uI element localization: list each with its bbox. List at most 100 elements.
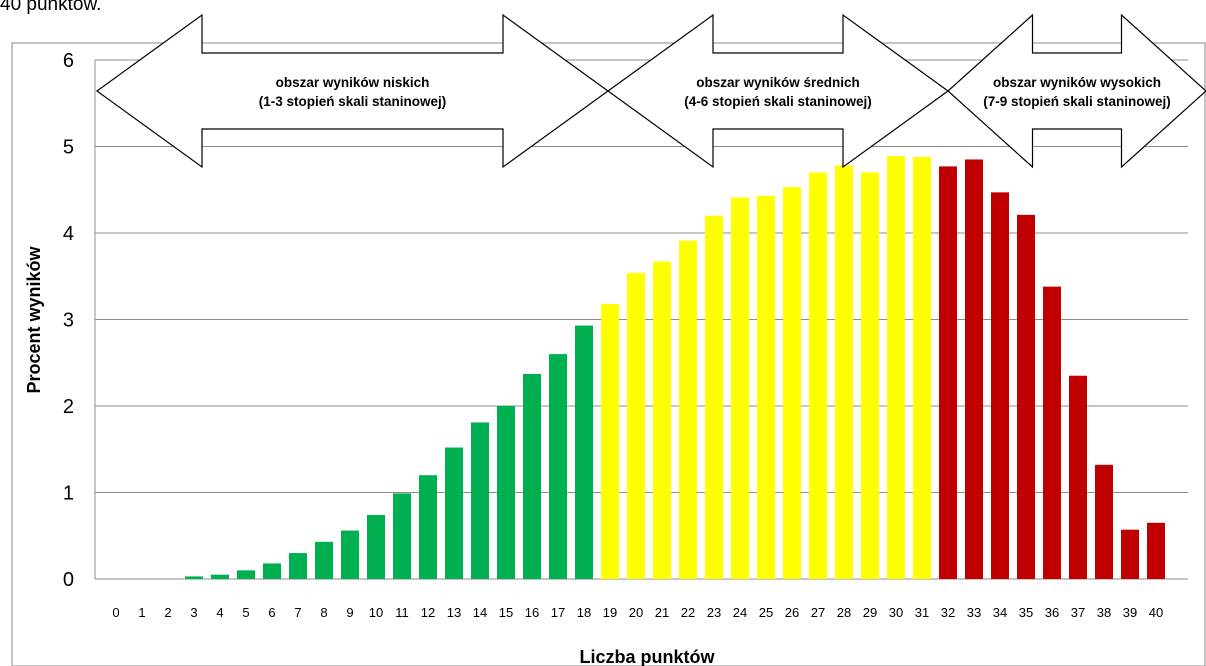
band-label-range: (7-9 stopień skali staninowej) bbox=[983, 94, 1171, 109]
bar-37 bbox=[1069, 375, 1087, 579]
bar-18 bbox=[575, 325, 593, 579]
band-arrow-2 bbox=[606, 13, 950, 169]
bar-14 bbox=[471, 422, 489, 579]
x-tick-label: 18 bbox=[577, 605, 591, 620]
x-tick-label: 29 bbox=[863, 605, 877, 620]
y-tick-label: 4 bbox=[63, 223, 74, 245]
x-tick-label: 22 bbox=[681, 605, 695, 620]
bar-33 bbox=[965, 159, 983, 579]
x-tick-label: 0 bbox=[112, 605, 119, 620]
bar-25 bbox=[757, 195, 775, 579]
x-tick-label: 34 bbox=[993, 605, 1007, 620]
x-tick-label: 38 bbox=[1097, 605, 1111, 620]
bar-24 bbox=[731, 197, 749, 579]
y-tick-label: 0 bbox=[63, 569, 74, 591]
bar-6 bbox=[263, 563, 281, 579]
bars bbox=[185, 156, 1165, 579]
x-tick-label: 15 bbox=[499, 605, 513, 620]
bar-15 bbox=[497, 406, 515, 579]
x-tick-label: 14 bbox=[473, 605, 487, 620]
x-tick-label: 2 bbox=[164, 605, 171, 620]
x-tick-label: 28 bbox=[837, 605, 851, 620]
x-axis-title: Liczba punktów bbox=[580, 647, 716, 666]
bar-34 bbox=[991, 192, 1009, 579]
band-arrows: obszar wyników niskich (1-3 stopień skali… bbox=[95, 13, 1206, 169]
y-axis-ticks: 0 1 2 3 4 5 6 bbox=[63, 50, 74, 591]
band-label-range: (1-3 stopień skali staninowej) bbox=[259, 94, 447, 109]
bar-19 bbox=[601, 303, 619, 579]
bar-32 bbox=[939, 166, 957, 579]
band-label-range: (4-6 stopień skali staninowej) bbox=[684, 94, 872, 109]
bar-3 bbox=[185, 576, 203, 579]
y-axis-title: Procent wyników bbox=[24, 245, 44, 393]
bar-29 bbox=[861, 172, 879, 579]
x-tick-label: 40 bbox=[1149, 605, 1163, 620]
bar-22 bbox=[679, 240, 697, 579]
bar-26 bbox=[783, 187, 801, 579]
x-tick-label: 10 bbox=[369, 605, 383, 620]
bar-40 bbox=[1147, 522, 1165, 579]
x-tick-label: 7 bbox=[294, 605, 301, 620]
x-tick-label: 8 bbox=[320, 605, 327, 620]
x-tick-label: 20 bbox=[629, 605, 643, 620]
x-tick-label: 13 bbox=[447, 605, 461, 620]
page-caption: 40 punktów. bbox=[0, 0, 102, 15]
bar-13 bbox=[445, 447, 463, 579]
y-tick-label: 6 bbox=[63, 50, 74, 72]
chart-frame bbox=[11, 42, 1206, 666]
bar-9 bbox=[341, 530, 359, 579]
band-arrow-3 bbox=[947, 13, 1206, 169]
bar-35 bbox=[1017, 214, 1035, 579]
band-label-title: obszar wyników wysokich bbox=[993, 75, 1161, 90]
x-tick-label: 31 bbox=[915, 605, 929, 620]
bar-38 bbox=[1095, 464, 1113, 579]
bar-10 bbox=[367, 514, 385, 579]
x-tick-label: 12 bbox=[421, 605, 435, 620]
x-tick-label: 30 bbox=[889, 605, 903, 620]
x-tick-label: 16 bbox=[525, 605, 539, 620]
bar-5 bbox=[237, 570, 255, 579]
bar-7 bbox=[289, 553, 307, 579]
x-tick-label: 24 bbox=[733, 605, 747, 620]
bar-27 bbox=[809, 172, 827, 579]
bar-39 bbox=[1121, 529, 1139, 579]
x-tick-label: 9 bbox=[346, 605, 353, 620]
bar-28 bbox=[835, 165, 853, 579]
x-tick-label: 35 bbox=[1019, 605, 1033, 620]
y-tick-label: 1 bbox=[63, 483, 74, 505]
x-tick-label: 36 bbox=[1045, 605, 1059, 620]
bar-17 bbox=[549, 354, 567, 579]
band-arrow-1 bbox=[95, 13, 610, 169]
x-tick-label: 33 bbox=[967, 605, 981, 620]
x-tick-label: 23 bbox=[707, 605, 721, 620]
bar-31 bbox=[913, 156, 931, 579]
bar-30 bbox=[887, 156, 905, 579]
x-tick-label: 32 bbox=[941, 605, 955, 620]
x-tick-label: 39 bbox=[1123, 605, 1137, 620]
bar-36 bbox=[1043, 286, 1061, 579]
x-tick-label: 27 bbox=[811, 605, 825, 620]
y-tick-label: 5 bbox=[63, 137, 74, 159]
x-tick-label: 5 bbox=[242, 605, 249, 620]
x-tick-label: 19 bbox=[603, 605, 617, 620]
bar-12 bbox=[419, 475, 437, 579]
x-tick-label: 37 bbox=[1071, 605, 1085, 620]
bar-16 bbox=[523, 373, 541, 579]
x-tick-label: 1 bbox=[138, 605, 145, 620]
bar-21 bbox=[653, 261, 671, 579]
x-tick-label: 17 bbox=[551, 605, 565, 620]
x-tick-label: 25 bbox=[759, 605, 773, 620]
y-tick-label: 3 bbox=[63, 310, 74, 332]
x-tick-label: 6 bbox=[268, 605, 275, 620]
bar-20 bbox=[627, 272, 645, 579]
x-tick-label: 26 bbox=[785, 605, 799, 620]
x-tick-label: 11 bbox=[395, 605, 409, 620]
x-tick-label: 21 bbox=[655, 605, 669, 620]
bar-11 bbox=[393, 493, 411, 579]
x-tick-label: 4 bbox=[216, 605, 223, 620]
band-label-title: obszar wyników niskich bbox=[276, 75, 430, 90]
y-tick-label: 2 bbox=[63, 396, 74, 418]
bar-4 bbox=[211, 574, 229, 579]
x-axis-ticks: 0 1 2 3 4 5 6 7 8 9 10 11 12 13 14 15 16 17 18 19 20 21 22 23 24… bbox=[112, 605, 1163, 620]
